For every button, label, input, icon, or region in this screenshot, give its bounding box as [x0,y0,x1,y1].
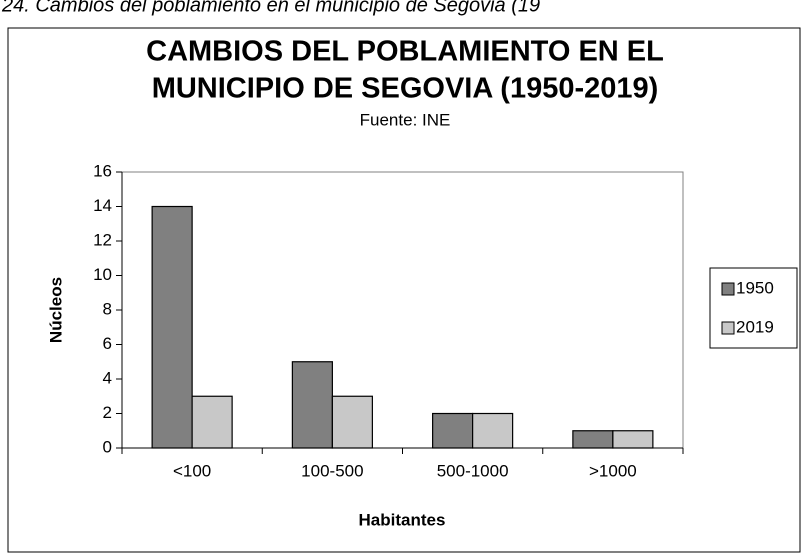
bar [572,430,614,449]
chart-title: CAMBIOS DEL POBLAMIENTO EN EL [146,36,664,68]
bar [612,430,654,449]
legend-swatch [721,321,735,335]
legend-swatch [721,282,735,296]
x-tick-label: <100 [173,461,211,480]
y-tick-label: 12 [93,230,112,249]
y-axis-label: Núcleos [46,277,65,343]
chart-frame [7,27,801,553]
bar [472,412,514,449]
bar [331,395,373,449]
chart-subtitle: Fuente: INE [360,110,451,129]
bar [291,361,333,449]
y-tick-label: 8 [103,299,112,318]
x-axis-label: Habitantes [359,510,446,529]
x-tick-label: >1000 [589,461,637,480]
legend-label: 1950 [736,278,774,297]
y-tick-label: 14 [93,196,112,215]
y-tick-label: 2 [103,403,112,422]
x-tick-label: 100-500 [301,461,363,480]
chart-title: MUNICIPIO DE SEGOVIA (1950-2019) [152,73,659,105]
legend-label: 2019 [736,317,774,336]
legend-box [709,267,798,349]
caption: 24. Cambios del poblamiento en el munici… [1,0,540,16]
x-tick-label: 500-1000 [437,461,509,480]
bar [432,412,474,449]
y-tick-label: 16 [93,161,112,180]
y-tick-label: 0 [103,437,112,456]
y-tick-label: 10 [93,265,112,284]
y-tick-label: 6 [103,334,112,353]
y-tick-label: 4 [103,368,112,387]
bar [191,395,233,449]
bar [151,205,193,449]
